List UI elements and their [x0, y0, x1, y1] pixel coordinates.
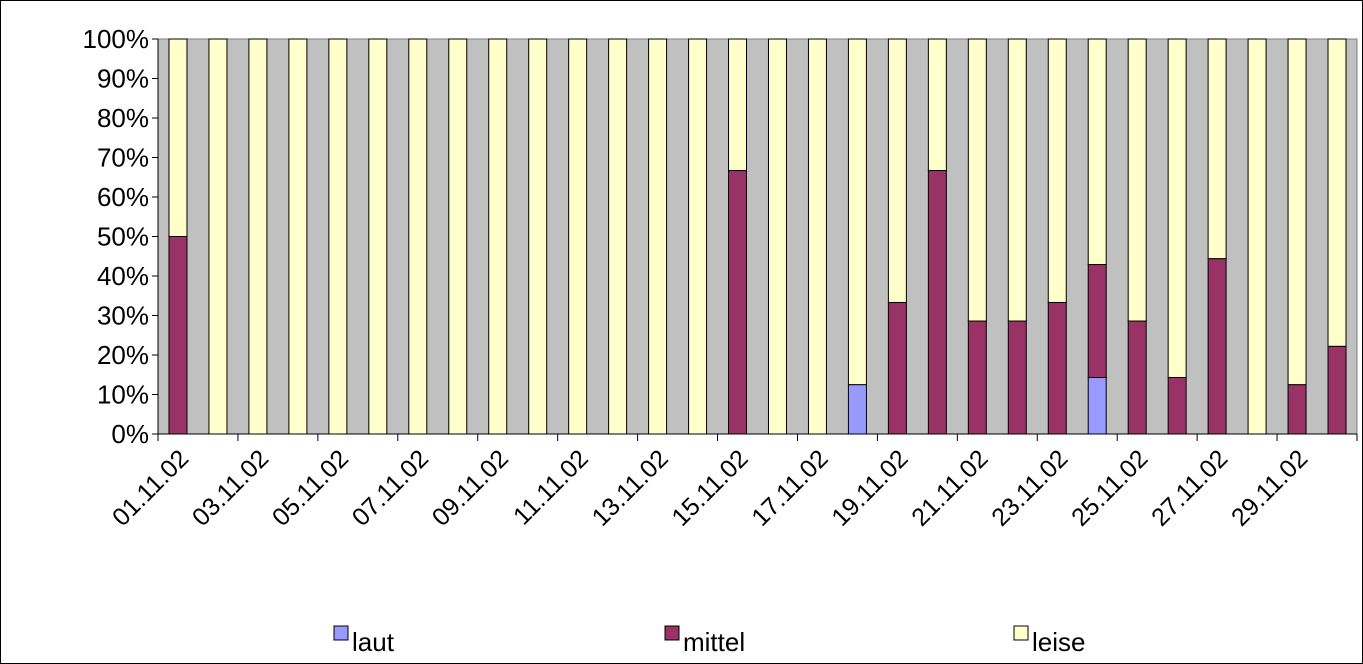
legend: laut mittel leise	[333, 625, 1085, 657]
y-tick-label: 0%	[111, 419, 149, 449]
bar-leise-09.11.02	[488, 38, 508, 435]
x-tick-label: 17.11.02	[746, 444, 833, 531]
bar-mittel-22.11.02	[1007, 320, 1027, 435]
bar-leise-06.11.02	[368, 38, 388, 435]
x-tick-label: 05.11.02	[267, 444, 354, 531]
y-tick-label: 90%	[97, 64, 149, 94]
y-tick-label: 40%	[97, 261, 149, 291]
bar-leise-16.11.02	[767, 38, 787, 435]
bar-leise-18.11.02	[847, 38, 867, 386]
bar-leise-03.11.02	[248, 38, 268, 435]
bar-leise-01.11.02	[168, 38, 188, 237]
bar-mittel-19.11.02	[887, 301, 907, 435]
bar-leise-23.11.02	[1047, 38, 1067, 303]
y-tick-label: 100%	[83, 24, 150, 54]
bar-leise-05.11.02	[328, 38, 348, 435]
bar-leise-25.11.02	[1127, 38, 1147, 322]
bar-mittel-27.11.02	[1207, 258, 1227, 435]
legend-swatch-mittel	[664, 625, 680, 641]
bar-laut-18.11.02	[847, 384, 867, 435]
bar-mittel-20.11.02	[927, 170, 947, 435]
x-tick-label: 19.11.02	[826, 444, 913, 531]
y-tick-label: 10%	[97, 380, 149, 410]
y-tick-label: 70%	[97, 143, 149, 173]
bar-leise-28.11.02	[1247, 38, 1267, 435]
y-axis: 0% 10% 20% 30% 40% 50% 60% 70% 80% 90% 100%	[83, 24, 159, 449]
bar-mittel-23.11.02	[1047, 301, 1067, 435]
bar-leise-04.11.02	[288, 38, 308, 435]
x-tick-label: 29.11.02	[1226, 444, 1313, 531]
x-tick-label: 15.11.02	[666, 444, 753, 531]
bar-mittel-01.11.02	[168, 236, 188, 435]
bar-mittel-21.11.02	[967, 320, 987, 435]
x-tick-label: 21.11.02	[906, 444, 993, 531]
bar-leise-08.11.02	[448, 38, 468, 435]
bar-leise-12.11.02	[608, 38, 628, 435]
bar-leise-17.11.02	[807, 38, 827, 435]
x-tick-label: 03.11.02	[187, 444, 274, 531]
x-tick-label: 09.11.02	[427, 444, 514, 531]
y-tick-label: 50%	[97, 222, 149, 252]
bar-mittel-29.11.02	[1287, 384, 1307, 435]
bar-leise-15.11.02	[728, 38, 748, 172]
bar-leise-30.11.02	[1327, 38, 1347, 347]
bars-group	[168, 38, 1347, 435]
bar-leise-22.11.02	[1007, 38, 1027, 322]
legend-label-laut: laut	[352, 627, 395, 657]
bar-leise-14.11.02	[688, 38, 708, 435]
bar-leise-24.11.02	[1087, 38, 1107, 266]
plot-area	[157, 38, 1358, 435]
bar-leise-07.11.02	[408, 38, 428, 435]
x-tick-label: 25.11.02	[1066, 444, 1153, 531]
x-tick-label: 23.11.02	[986, 444, 1073, 531]
bar-leise-27.11.02	[1207, 38, 1227, 260]
y-tick-label: 80%	[97, 103, 149, 133]
bar-leise-02.11.02	[208, 38, 228, 435]
y-tick-label: 60%	[97, 182, 149, 212]
bar-leise-20.11.02	[927, 38, 947, 172]
legend-label-leise: leise	[1032, 627, 1085, 657]
bar-mittel-26.11.02	[1167, 377, 1187, 435]
bar-leise-13.11.02	[648, 38, 668, 435]
bar-leise-11.11.02	[568, 38, 588, 435]
legend-swatch-laut	[333, 625, 349, 641]
legend-swatch-leise	[1013, 625, 1029, 641]
x-tick-label: 11.11.02	[508, 444, 594, 530]
legend-label-mittel: mittel	[683, 627, 745, 657]
bar-mittel-15.11.02	[728, 170, 748, 435]
bar-leise-19.11.02	[887, 38, 907, 303]
bar-laut-24.11.02	[1087, 377, 1107, 435]
bar-leise-26.11.02	[1167, 38, 1187, 379]
bar-mittel-30.11.02	[1327, 345, 1347, 435]
x-tick-label: 01.11.02	[107, 444, 194, 531]
x-axis: 01.11.0203.11.0205.11.0207.11.0209.11.02…	[107, 433, 1358, 532]
bar-mittel-25.11.02	[1127, 320, 1147, 435]
bar-leise-29.11.02	[1287, 38, 1307, 386]
y-tick-label: 20%	[97, 340, 149, 370]
x-tick-label: 07.11.02	[347, 444, 434, 531]
bar-mittel-24.11.02	[1087, 264, 1107, 379]
y-tick-label: 30%	[97, 301, 149, 331]
x-tick-label: 13.11.02	[587, 444, 674, 531]
x-tick-label: 27.11.02	[1146, 444, 1233, 531]
bar-leise-10.11.02	[528, 38, 548, 435]
bar-leise-21.11.02	[967, 38, 987, 322]
